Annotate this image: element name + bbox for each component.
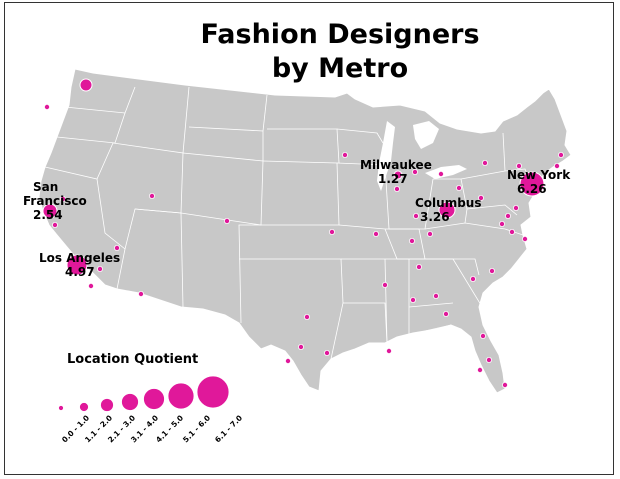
metro-label-san-francisco-line1: San — [33, 180, 58, 194]
metro-marker-charlotte — [469, 275, 476, 282]
metro-marker-pittsburgh — [477, 194, 484, 201]
metro-marker-nashville — [415, 263, 422, 270]
metro-marker-salt-lake-city — [148, 192, 155, 199]
us-map: Fashion Designers by Metro — [23, 19, 572, 444]
metro-marker-detroit — [437, 170, 444, 177]
metro-label-los-angeles-name: Los Angeles — [39, 251, 120, 265]
metro-label-new-york-value: 6.26 — [517, 182, 547, 196]
metro-marker-cincinnati — [426, 230, 433, 237]
metro-marker-atlanta — [432, 292, 439, 299]
legend-circle-3 — [100, 398, 114, 412]
metro-marker-philadelphia — [512, 204, 519, 211]
metro-marker-baltimore — [504, 212, 511, 219]
metro-marker-kansas-city — [328, 228, 335, 235]
metro-label-new-york-name: New York — [507, 168, 571, 182]
legend-circle-4 — [121, 393, 139, 411]
metro-marker-buffalo — [481, 159, 488, 166]
metro-marker-grand-rapids — [411, 168, 418, 175]
metro-marker-columbus — [438, 201, 456, 219]
metro-marker-richmond — [508, 228, 515, 235]
metro-marker-cleveland — [455, 184, 462, 191]
metro-marker-denver — [223, 217, 230, 224]
metro-marker-birmingham — [409, 296, 416, 303]
metro-marker-new-orleans — [385, 347, 392, 354]
metro-marker-st-louis — [372, 230, 379, 237]
great-lakes-east — [425, 165, 467, 179]
legend-label-5: 4.1 - 5.0 — [154, 413, 185, 444]
metro-marker-austin — [297, 343, 304, 350]
legend-circle-5 — [143, 388, 165, 410]
metro-marker-houston — [323, 349, 330, 356]
metro-marker-dallas — [303, 313, 310, 320]
metro-marker-san-antonio — [284, 357, 291, 364]
metro-marker-washington — [498, 220, 505, 227]
metro-marker-virginia-beach — [522, 235, 529, 242]
legend: Location Quotient 0.0 - 1.0 1.1 - 2.0 2.… — [58, 352, 244, 444]
metro-marker-sacramento — [60, 195, 67, 202]
legend-label-6: 5.1 - 6.0 — [181, 413, 212, 444]
metro-label-los-angeles-value: 4.97 — [65, 265, 95, 279]
metro-marker-san-jose — [52, 221, 59, 228]
legend-circle-6 — [167, 382, 195, 410]
metro-marker-riverside — [97, 265, 104, 272]
metro-marker-san-diego — [88, 282, 95, 289]
metro-marker-raleigh — [488, 267, 495, 274]
legend-circle-7 — [196, 375, 230, 409]
metro-marker-las-vegas — [114, 244, 121, 251]
metro-marker-orlando — [485, 356, 492, 363]
great-lakes — [377, 121, 395, 191]
metro-marker-columbia — [442, 310, 449, 317]
map-title-line2: by Metro — [272, 53, 408, 84]
lake-huron — [413, 121, 439, 149]
metro-markers — [42, 78, 565, 388]
metro-marker-minneapolis — [341, 151, 348, 158]
metro-marker-jacksonville — [479, 332, 486, 339]
metro-marker-milwaukee — [393, 170, 403, 180]
metro-label-milwaukee-name: Milwaukee — [360, 158, 432, 172]
metro-marker-chicago — [393, 185, 400, 192]
metro-marker-louisville — [408, 237, 415, 244]
metro-marker-memphis — [381, 281, 388, 288]
metro-label-milwaukee-value: 1.27 — [378, 172, 408, 186]
metro-label-san-francisco-line2: Francisco — [23, 194, 87, 208]
metro-marker-los-angeles — [66, 254, 88, 276]
metro-marker-seattle — [79, 78, 93, 92]
metro-label-san-francisco-value: 2.54 — [33, 208, 63, 222]
metro-marker-miami — [501, 381, 508, 388]
metro-marker-indianapolis — [412, 212, 419, 219]
map-frame: Fashion Designers by Metro — [4, 2, 614, 475]
legend-title: Location Quotient — [67, 352, 198, 367]
metro-marker-new-york — [519, 171, 545, 197]
metro-label-columbus-name: Columbus — [415, 196, 482, 210]
metro-marker-portland — [44, 104, 51, 111]
metro-marker-providence — [554, 162, 561, 169]
legend-circle-1 — [58, 405, 64, 411]
legend-label-7: 6.1 - 7.0 — [213, 413, 244, 444]
map-title-line1: Fashion Designers — [200, 19, 479, 50]
metro-marker-tampa — [476, 366, 483, 373]
metro-label-columbus-value: 3.26 — [420, 210, 450, 224]
metro-marker-albany — [515, 162, 522, 169]
metro-labels: San Francisco 2.54 Los Angeles 4.97 Milw… — [23, 158, 571, 279]
us-landmass — [38, 68, 572, 394]
metro-marker-san-francisco — [42, 203, 58, 219]
legend-circle-2 — [79, 402, 89, 412]
metro-marker-boston — [558, 151, 565, 158]
metro-marker-phoenix — [137, 290, 144, 297]
